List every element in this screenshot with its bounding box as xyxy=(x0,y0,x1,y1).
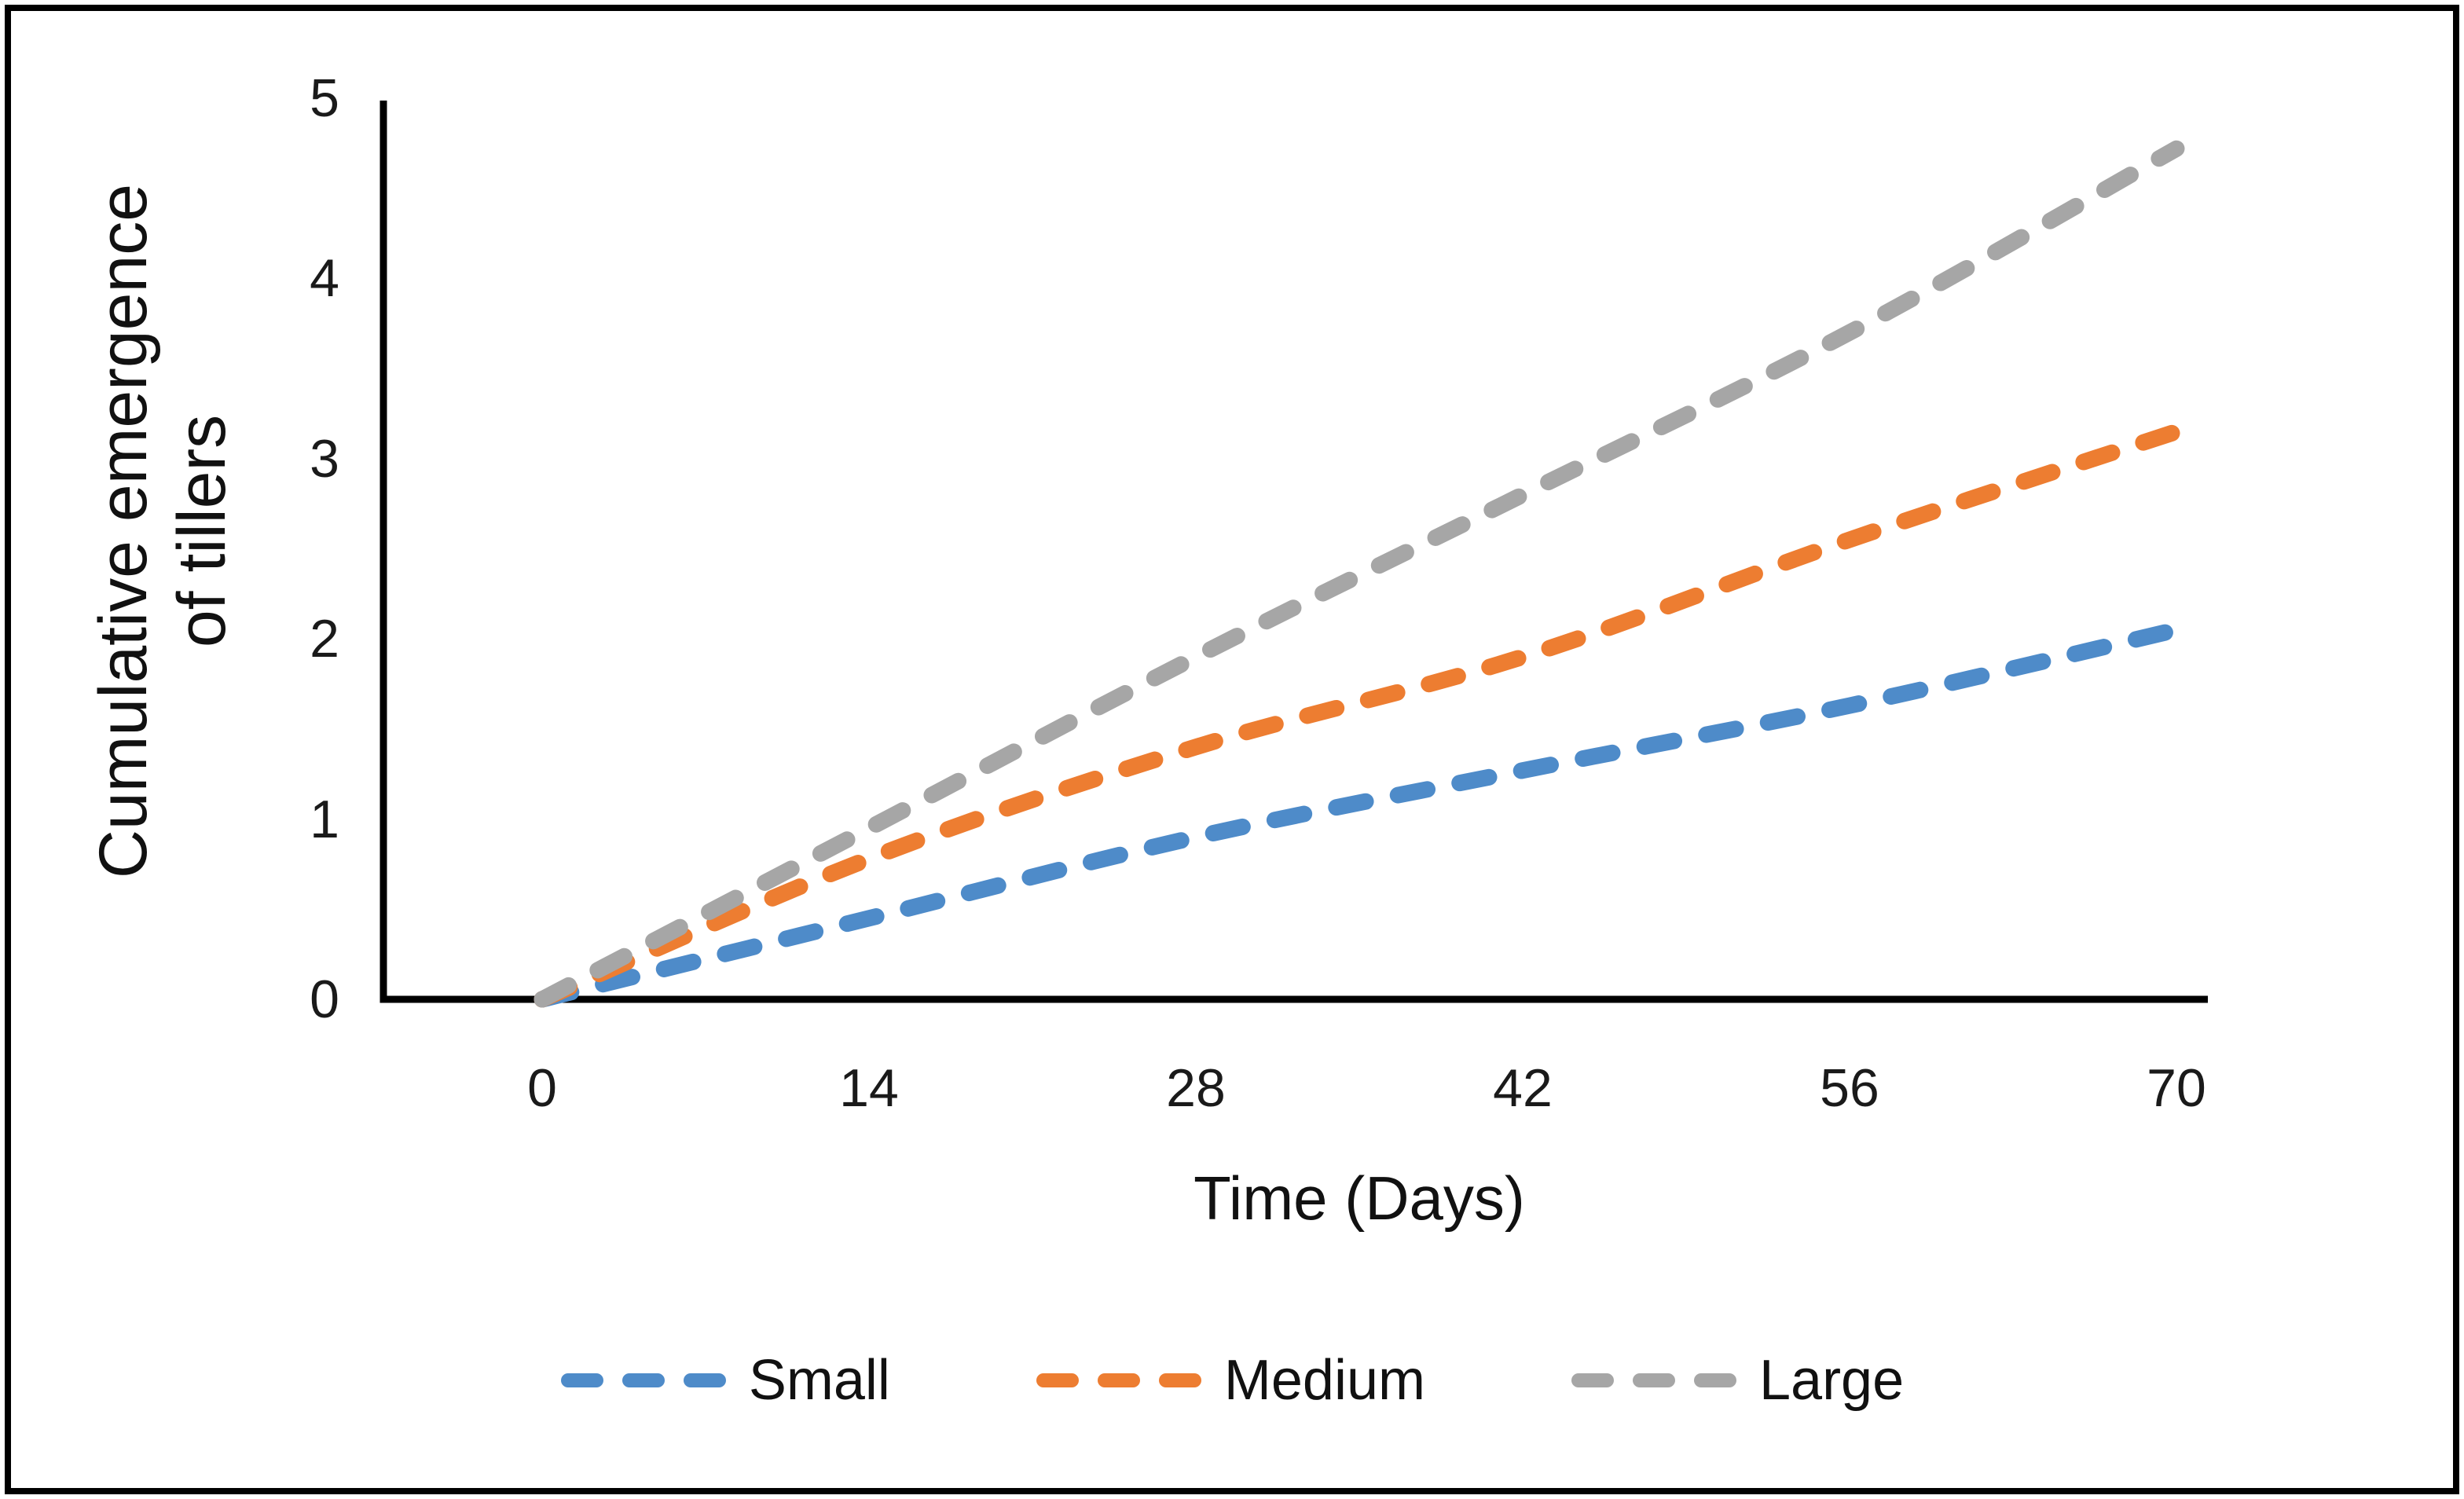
legend: Small Medium Large xyxy=(0,1345,2464,1416)
legend-item-large: Large xyxy=(1571,1349,1904,1412)
x-tick-label-28: 28 xyxy=(1166,1058,1226,1118)
y-tick-label-0: 0 xyxy=(310,969,339,1029)
legend-item-small: Small xyxy=(560,1349,890,1412)
series-line-large xyxy=(534,140,2185,1008)
x-tick-label-56: 56 xyxy=(1820,1058,1879,1118)
y-tick-label-1: 1 xyxy=(310,789,339,849)
series-line-medium xyxy=(534,423,2185,1008)
legend-dash-swatch-small xyxy=(560,1373,726,1387)
y-tick-label-2: 2 xyxy=(310,609,339,669)
legend-dash-swatch-large xyxy=(1571,1373,1736,1387)
x-tick-label-42: 42 xyxy=(1493,1058,1553,1118)
legend-label-large: Large xyxy=(1758,1349,1905,1412)
series-line-small xyxy=(534,621,2185,1008)
legend-label-small: Small xyxy=(748,1349,890,1412)
x-tick-label-0: 0 xyxy=(527,1058,557,1118)
x-tick-label-14: 14 xyxy=(839,1058,899,1118)
y-tick-label-4: 4 xyxy=(310,248,339,309)
y-tick-label-3: 3 xyxy=(310,428,339,489)
axis-lines xyxy=(380,101,2208,1003)
x-tick-label-70: 70 xyxy=(2147,1058,2206,1118)
legend-dash-swatch-medium xyxy=(1036,1373,1201,1387)
y-tick-label-5: 5 xyxy=(310,68,339,128)
x-axis-title: Time (Days) xyxy=(1194,1164,1525,1233)
legend-label-medium: Medium xyxy=(1223,1349,1425,1412)
legend-item-medium: Medium xyxy=(1036,1349,1425,1412)
